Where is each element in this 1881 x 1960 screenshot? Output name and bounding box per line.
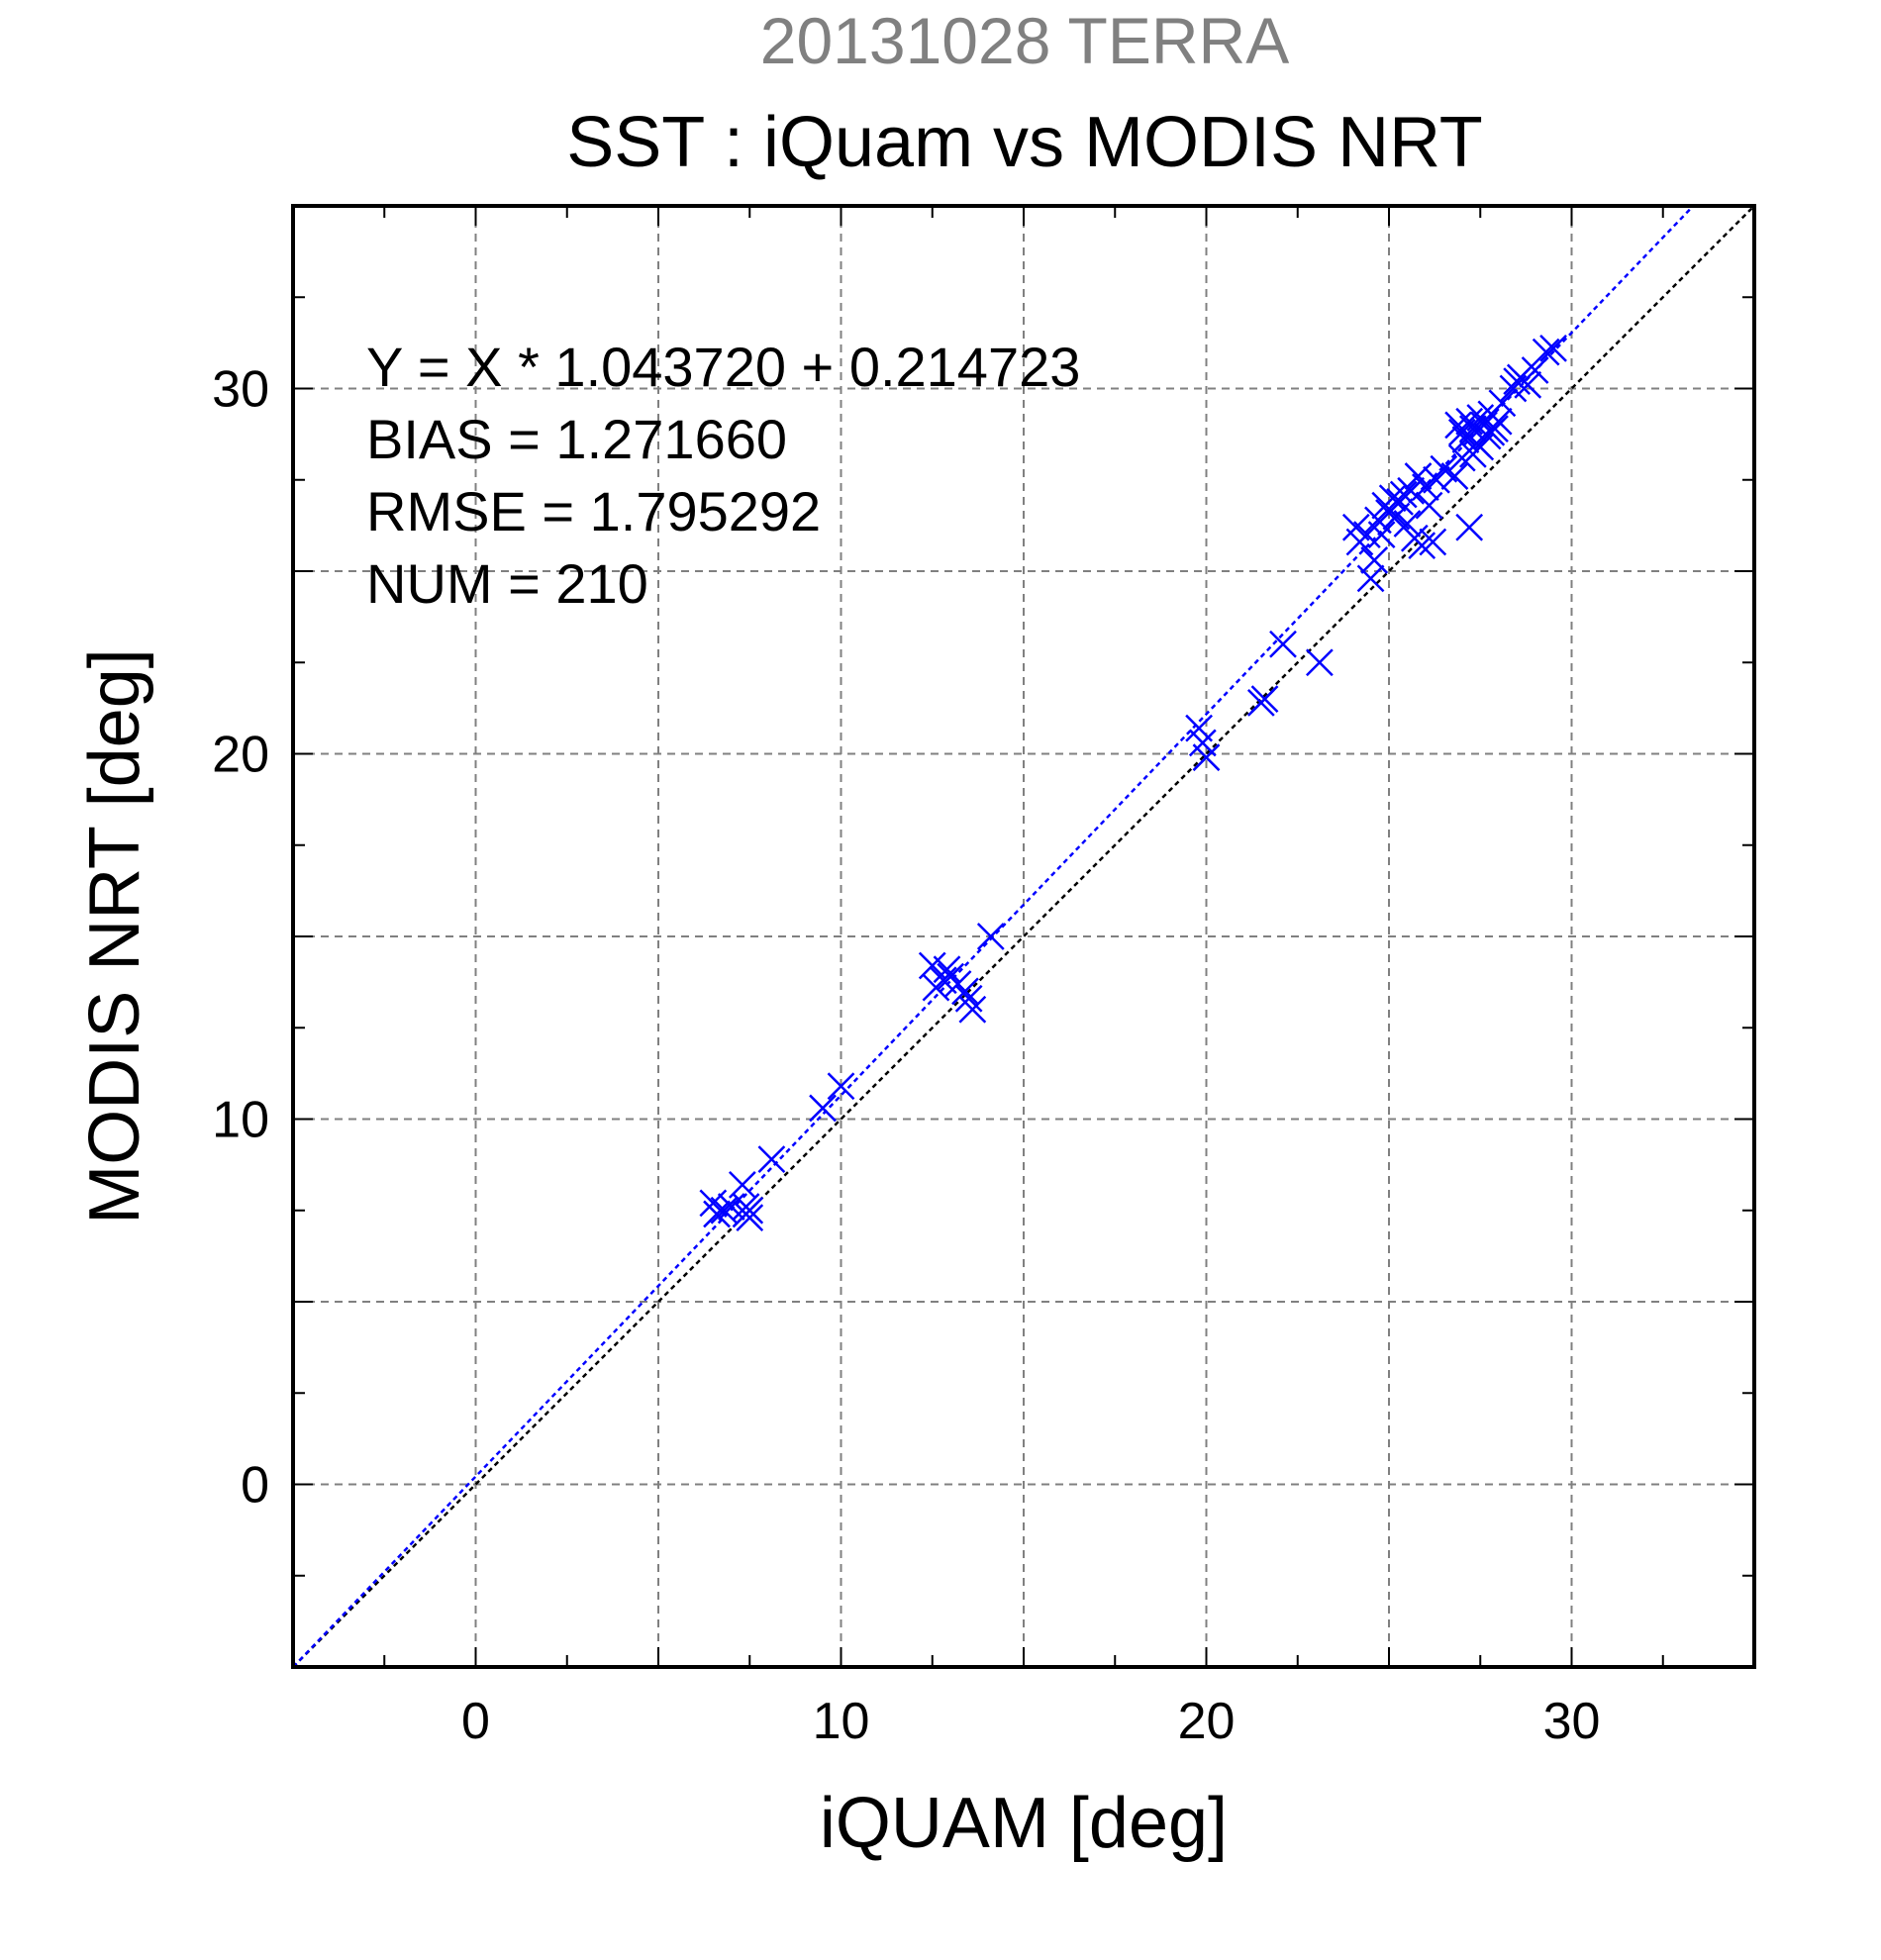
data-point	[1389, 480, 1418, 509]
tick-labels: 0 10 20 30 0 10 20 30	[212, 361, 1600, 1751]
data-point	[1408, 532, 1436, 560]
x-tick-label: 0	[461, 1693, 490, 1750]
data-point	[809, 1094, 837, 1123]
chart-title: SST : iQuam vs MODIS NRT	[566, 103, 1483, 182]
data-point	[1466, 404, 1495, 432]
data-point	[954, 984, 983, 1013]
data-point	[1306, 648, 1334, 677]
data-point	[1378, 484, 1407, 513]
x-axis-label: iQUAM [deg]	[820, 1784, 1228, 1863]
data-point	[1419, 528, 1447, 556]
x-tick-label: 30	[1543, 1693, 1601, 1750]
stats-line: NUM = 210	[366, 552, 648, 615]
stats-annotation: Y = X * 1.043720 + 0.214723 BIAS = 1.2716…	[366, 336, 1080, 615]
data-point	[1367, 521, 1396, 548]
y-tick-label: 0	[241, 1457, 269, 1515]
data-point	[732, 1193, 760, 1221]
data-point	[933, 955, 961, 984]
data-point	[1477, 418, 1506, 446]
y-tick-label: 30	[212, 361, 269, 419]
reference-lines	[292, 205, 1755, 1668]
data-point	[1250, 685, 1279, 714]
stats-line: BIAS = 1.271660	[366, 408, 787, 470]
identity-line	[292, 205, 1755, 1668]
data-points	[699, 335, 1567, 1232]
fit-line	[292, 205, 1695, 1668]
y-axis-label: MODIS NRT [deg]	[75, 648, 154, 1225]
data-point	[736, 1204, 764, 1232]
data-point	[1360, 546, 1389, 574]
data-point	[757, 1145, 786, 1173]
data-point	[951, 977, 979, 1006]
data-point	[1455, 513, 1484, 541]
chart-supertitle: 20131028 TERRA	[760, 4, 1289, 77]
data-point	[827, 1072, 855, 1101]
stats-line: RMSE = 1.795292	[366, 480, 821, 542]
data-point	[1488, 389, 1517, 418]
data-point	[1532, 338, 1560, 366]
x-tick-label: 10	[813, 1693, 870, 1750]
data-point	[1356, 564, 1385, 593]
data-point	[958, 995, 987, 1024]
data-point	[1192, 743, 1221, 772]
data-point	[703, 1200, 731, 1228]
plot-frame	[291, 204, 1756, 1669]
data-point	[1415, 491, 1443, 520]
data-point	[1466, 433, 1495, 461]
data-point	[1440, 462, 1469, 490]
x-tick-label: 20	[1178, 1693, 1236, 1750]
data-point	[1539, 335, 1567, 362]
grid-lines	[293, 206, 1754, 1667]
data-point	[717, 1193, 745, 1221]
data-point	[976, 923, 1005, 950]
data-point	[1393, 510, 1422, 538]
y-tick-label: 20	[212, 727, 269, 784]
data-point	[1269, 630, 1297, 658]
y-tick-label: 10	[212, 1092, 269, 1149]
stats-line: Y = X * 1.043720 + 0.214723	[366, 336, 1080, 398]
data-point	[1352, 521, 1381, 548]
data-point	[1514, 370, 1542, 399]
data-point	[1521, 356, 1549, 384]
